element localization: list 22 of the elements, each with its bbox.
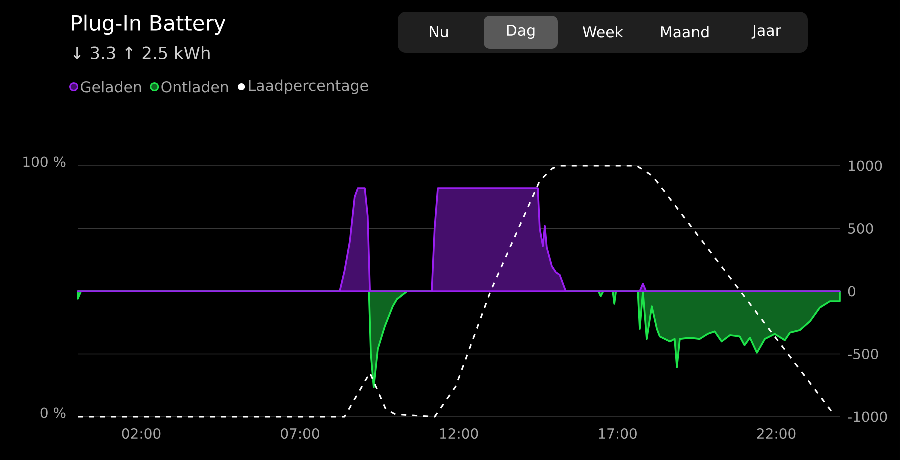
text: Nu: [430, 26, 448, 38]
chart-title: Plug-In Battery: [72, 14, 226, 36]
legend-label: Laadpercentage: [249, 80, 368, 94]
x-tick-label: 22:00: [757, 428, 796, 440]
y2-tick-label: 500: [848, 223, 874, 234]
x-tick-label: 07:00: [281, 428, 320, 440]
legend-label: Ontladen: [162, 81, 228, 93]
x-tick-label: 12:00: [440, 428, 478, 440]
y-tick-label: 100 %: [24, 156, 66, 168]
y2-tick-label: 1000: [849, 160, 882, 172]
y-tick-label: 0 %: [40, 408, 66, 418]
text: Maand: [661, 26, 709, 38]
chart-subtitle: ↓ 3.3 ↑ 2.5 kWh: [74, 46, 210, 60]
text: Dag: [507, 24, 535, 39]
y2-tick-label: -1000: [848, 412, 888, 422]
x-tick-label: 17:00: [599, 428, 637, 440]
y2-tick-label: 0: [848, 286, 856, 297]
text: Jaar: [752, 25, 782, 39]
x-tick-label: 02:00: [122, 428, 161, 440]
legend-label: Geladen: [81, 81, 142, 93]
text: Week: [583, 26, 624, 38]
y2-tick-label: -500: [848, 348, 878, 360]
